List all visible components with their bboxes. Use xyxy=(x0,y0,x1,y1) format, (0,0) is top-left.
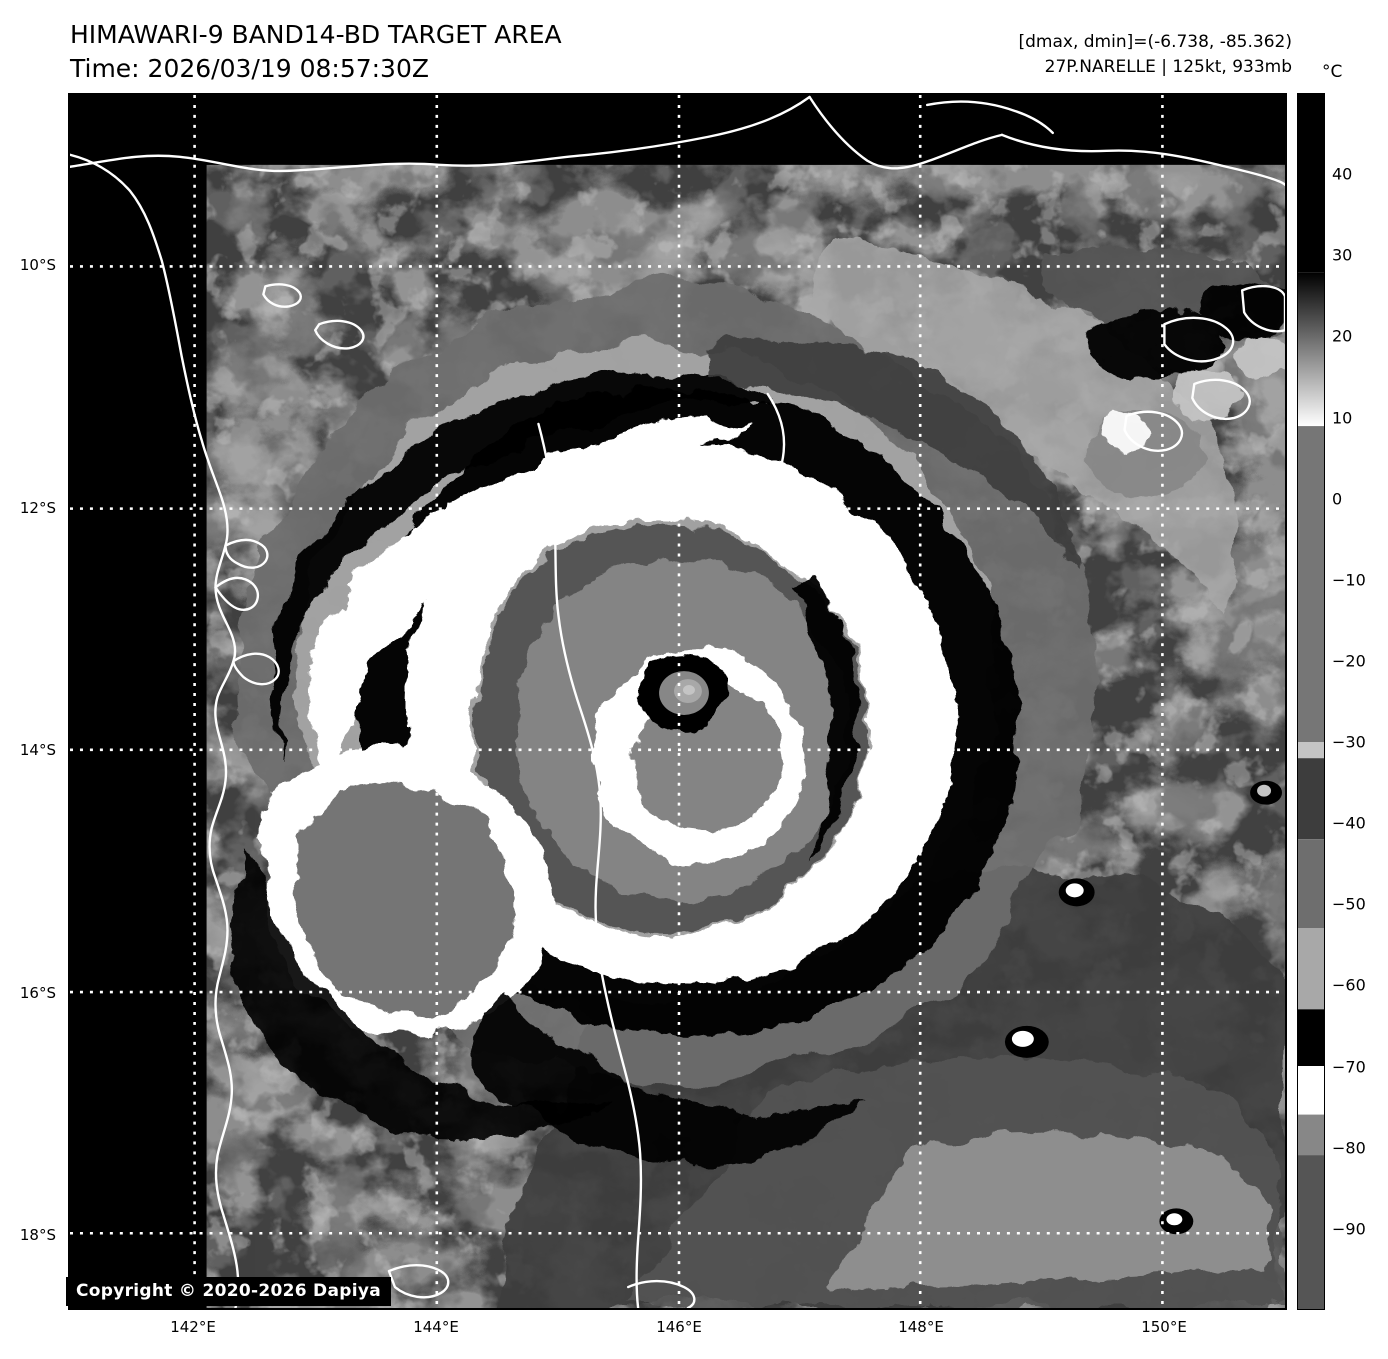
colorbar-band-6 xyxy=(1298,928,1324,1010)
colorbar-tick-30: 30 xyxy=(1332,245,1353,265)
y-tick-18s: 18°S xyxy=(19,1226,56,1244)
colorbar-tick-10: 10 xyxy=(1332,408,1353,428)
colorbar-unit-label: °C xyxy=(1322,62,1343,82)
colorbar-tick--80: −80 xyxy=(1332,1138,1366,1158)
colorbar-tick--50: −50 xyxy=(1332,894,1366,914)
colorbar-band-7 xyxy=(1298,1009,1324,1066)
colorbar-tick--90: −90 xyxy=(1332,1219,1366,1239)
timestamp-line: Time: 2026/03/19 08:57:30Z xyxy=(70,54,429,83)
colorbar-band-2 xyxy=(1298,426,1324,742)
no-data-west xyxy=(70,95,207,1308)
island-cell-south xyxy=(1159,1208,1194,1235)
colorbar-gradient xyxy=(1298,94,1324,1309)
island-cell-north xyxy=(1058,878,1095,907)
copyright-badge: Copyright © 2020-2026 Dapiya xyxy=(66,1277,391,1306)
x-tick-148e: 148°E xyxy=(898,1318,944,1336)
x-tick-144e: 144°E xyxy=(413,1318,459,1336)
x-tick-150e: 150°E xyxy=(1141,1318,1187,1336)
infrared-data-layer xyxy=(206,164,1285,1308)
title-block: HIMAWARI-9 BAND14-BD TARGET AREA Time: 2… xyxy=(70,18,562,86)
y-tick-14s: 14°S xyxy=(19,741,56,759)
x-tick-146e: 146°E xyxy=(656,1318,702,1336)
x-tick-142e: 142°E xyxy=(170,1318,216,1336)
y-tick-10s: 10°S xyxy=(19,256,56,274)
colorbar-band-1 xyxy=(1298,272,1324,427)
colorbar-tick--60: −60 xyxy=(1332,975,1366,995)
dmax-dmin-label: [dmax, dmin]=(-6.738, -85.362) xyxy=(1018,32,1293,52)
island-cell-mid xyxy=(1004,1025,1049,1058)
colorbar-tick--20: −20 xyxy=(1332,651,1366,671)
colorbar xyxy=(1297,93,1325,1310)
colorbar-band-8 xyxy=(1298,1066,1324,1115)
colorbar-tick--70: −70 xyxy=(1332,1057,1366,1077)
colorbar-band-10 xyxy=(1298,1155,1324,1309)
satellite-image-plot xyxy=(68,93,1287,1310)
colorbar-tick-20: 20 xyxy=(1332,326,1353,346)
colorbar-band-3 xyxy=(1298,742,1324,759)
y-tick-12s: 12°S xyxy=(19,499,56,517)
satellite-imagery xyxy=(70,95,1285,1308)
colorbar-tick--10: −10 xyxy=(1332,570,1366,590)
colorbar-band-9 xyxy=(1298,1114,1324,1156)
colorbar-tick-0: 0 xyxy=(1332,489,1343,509)
colorbar-band-0 xyxy=(1298,94,1324,273)
y-tick-16s: 16°S xyxy=(19,984,56,1002)
coastline-overlay xyxy=(70,95,1285,1308)
storm-info-label: 27P.NARELLE | 125kt, 933mb xyxy=(1044,57,1292,77)
island-cell-east xyxy=(1250,780,1283,805)
colorbar-band-5 xyxy=(1298,839,1324,929)
no-data-north xyxy=(70,95,1285,165)
colorbar-tick--40: −40 xyxy=(1332,813,1366,833)
colorbar-band-4 xyxy=(1298,758,1324,840)
colorbar-tick--30: −30 xyxy=(1332,732,1366,752)
gridlines xyxy=(70,95,1285,1308)
metadata-block: [dmax, dmin]=(-6.738, -85.362) 27P.NAREL… xyxy=(1019,30,1293,80)
colorbar-tick-40: 40 xyxy=(1332,164,1353,184)
page-title: HIMAWARI-9 BAND14-BD TARGET AREA xyxy=(70,20,562,49)
